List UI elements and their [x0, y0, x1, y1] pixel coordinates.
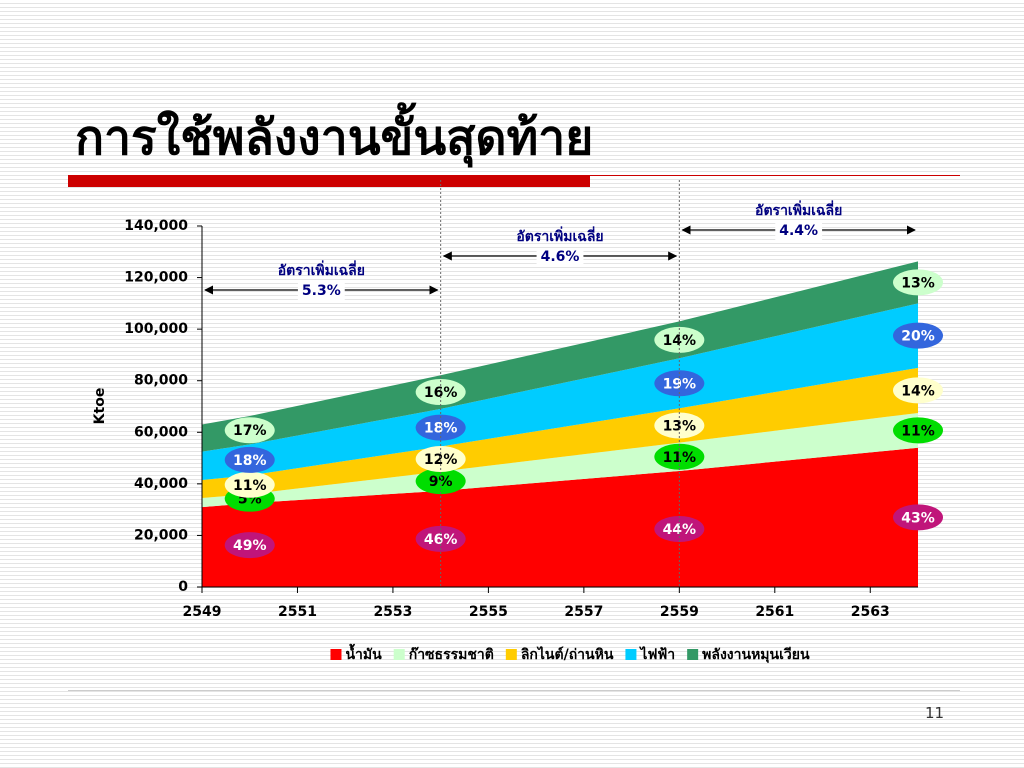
share-badge [893, 322, 943, 349]
y-tick-label: 140,000 [124, 218, 188, 234]
x-tick-label: 2563 [851, 604, 890, 620]
share-badge [654, 326, 705, 353]
share-badge [224, 446, 275, 473]
footer-rule [68, 690, 960, 691]
rate-caption: อัตราเพิ่มเฉลี่ย [516, 226, 603, 245]
share-badge [893, 417, 943, 444]
share-label: 18% [233, 453, 267, 469]
y-tick-label: 60,000 [134, 424, 188, 440]
share-badge [224, 417, 275, 444]
x-tick-label: 2555 [469, 604, 508, 620]
x-tick-label: 2559 [660, 604, 699, 620]
slide-title: การใช้พลังงานขั้นสุดท้าย [75, 110, 594, 166]
legend-label: ลิกไนต์/ถ่านหิน [520, 645, 613, 663]
rate-value: 5.3% [302, 283, 341, 299]
share-label: 43% [901, 510, 935, 526]
y-tick-label: 120,000 [124, 270, 188, 286]
legend-label: น้ำมัน [345, 643, 382, 663]
share-badge [415, 414, 466, 441]
y-tick-label: 0 [178, 579, 188, 595]
share-label: 11% [233, 478, 267, 494]
share-label: 11% [901, 423, 935, 439]
area [202, 303, 918, 480]
rate-caption: อัตราเพิ่มเฉลี่ย [278, 260, 365, 279]
x-tick-label: 2553 [373, 604, 412, 620]
page-number: 11 [925, 704, 945, 722]
x-tick-label: 2561 [755, 604, 794, 620]
share-label: 13% [901, 275, 935, 291]
share-badge [224, 532, 275, 559]
share-badge [893, 504, 943, 531]
share-badge [415, 525, 466, 552]
y-tick-label: 20,000 [134, 527, 188, 543]
x-tick-label: 2551 [278, 604, 317, 620]
share-badge [415, 445, 466, 472]
title-bar [68, 175, 590, 187]
share-label: 13% [663, 418, 697, 434]
share-badge [654, 370, 705, 397]
legend-swatch [687, 649, 699, 660]
area [202, 367, 918, 499]
legend-label: ก๊าซธรรมชาติ [409, 646, 494, 663]
share-label: 9% [429, 474, 453, 490]
area [202, 447, 918, 587]
legend-swatch [505, 649, 517, 660]
share-label: 17% [233, 423, 267, 439]
legend: น้ำมัน ก๊าซธรรมชาติ ลิกไนต์/ถ่านหิน ไฟฟ้า พล… [330, 643, 810, 663]
rate-bg [536, 248, 584, 266]
share-badge [893, 377, 943, 404]
x-tick-label: 2557 [564, 604, 603, 620]
share-badge [893, 269, 943, 296]
legend-swatch [393, 649, 405, 660]
y-tick-label: 40,000 [134, 476, 188, 492]
share-label: 12% [424, 452, 458, 468]
share-label: 14% [901, 383, 935, 399]
legend-swatch [625, 649, 637, 660]
y-axis-label: Ktoe [92, 388, 108, 425]
y-tick-label: 80,000 [134, 373, 188, 389]
share-label: 49% [233, 538, 267, 554]
x-tick-label: 2549 [183, 604, 222, 620]
legend-label: ไฟฟ้า [638, 645, 675, 663]
rate-value: 4.6% [541, 249, 580, 265]
share-label: 20% [901, 329, 935, 345]
legend-swatch [330, 649, 342, 660]
share-label: 46% [424, 532, 458, 548]
rate-bg [297, 282, 345, 300]
share-badge [224, 471, 275, 498]
legend-label: พลังงานหมุนเวียน [702, 647, 810, 663]
rate-caption: อัตราเพิ่มเฉลี่ย [755, 200, 842, 219]
area [202, 412, 918, 508]
rate-bg [775, 222, 823, 240]
rate-value: 4.4% [779, 223, 818, 239]
y-tick-label: 100,000 [124, 321, 188, 337]
area [202, 261, 918, 452]
title-rule [590, 175, 960, 176]
